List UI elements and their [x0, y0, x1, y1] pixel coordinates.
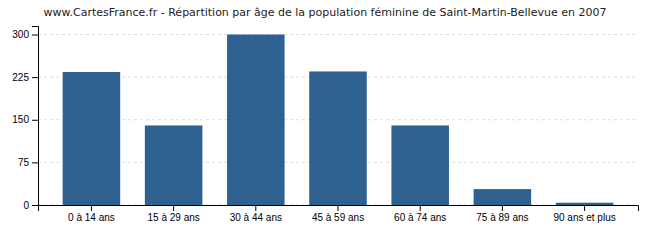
x-tick-label: 45 à 59 ans [312, 212, 364, 223]
y-tick-mark [32, 205, 38, 206]
x-axis: 0 à 14 ans 15 à 29 ans 30 à 44 ans 45 à 59 … [39, 205, 639, 223]
grid-line [38, 34, 638, 35]
x-tick-mark [584, 205, 585, 211]
x-tick-mark [173, 205, 174, 211]
x-tick-mark [255, 205, 256, 211]
y-tick-mark [32, 162, 38, 163]
bar [474, 189, 532, 205]
x-tick-label: 60 à 74 ans [394, 212, 446, 223]
y-tick: 150 [12, 114, 38, 125]
x-axis-line [39, 206, 639, 212]
x-tick-mark [338, 205, 339, 211]
chart-container: www.CartesFrance.fr - Répartition par âg… [0, 0, 650, 229]
y-axis-line [32, 27, 39, 206]
x-tick-mark [91, 205, 92, 211]
y-axis: 0 75 150 225 300 [12, 27, 38, 211]
x-tick: 60 à 74 ans [394, 205, 446, 223]
y-tick-label: 150 [12, 114, 29, 125]
x-tick: 90 ans et plus [553, 205, 615, 223]
x-tick: 15 à 29 ans [147, 205, 199, 223]
bar [391, 125, 449, 205]
y-tick: 225 [12, 72, 38, 83]
chart-svg: www.CartesFrance.fr - Répartition par âg… [0, 0, 650, 229]
bar [145, 125, 203, 205]
bar [309, 71, 367, 205]
grid [38, 35, 638, 205]
y-tick: 300 [12, 29, 38, 40]
x-tick-label: 0 à 14 ans [68, 212, 115, 223]
y-tick: 0 [23, 200, 38, 211]
y-tick-mark [32, 35, 38, 36]
y-tick-label: 300 [12, 29, 29, 40]
x-tick-label: 75 à 89 ans [476, 212, 528, 223]
bar [556, 203, 614, 205]
x-tick: 75 à 89 ans [476, 205, 528, 223]
y-tick-label: 0 [23, 200, 29, 211]
y-tick: 75 [18, 157, 38, 168]
x-tick-label: 15 à 29 ans [147, 212, 199, 223]
x-tick-label: 30 à 44 ans [230, 212, 282, 223]
y-tick-mark [32, 77, 38, 78]
plot-area: 0 à 14 ans 15 à 29 ans 30 à 44 ans 45 à 59 … [12, 27, 638, 224]
x-tick: 30 à 44 ans [230, 205, 282, 223]
chart-title: www.CartesFrance.fr - Répartition par âg… [44, 6, 607, 19]
x-tick: 45 à 59 ans [312, 205, 364, 223]
y-tick-mark [32, 120, 38, 121]
y-tick-label: 75 [18, 157, 30, 168]
bars [63, 35, 614, 205]
x-tick: 0 à 14 ans [68, 205, 115, 223]
y-tick-label: 225 [12, 72, 29, 83]
x-tick-label: 90 ans et plus [553, 212, 615, 223]
bar [63, 72, 121, 205]
x-tick-mark [502, 205, 503, 211]
x-tick-mark [420, 205, 421, 211]
bar [227, 35, 285, 205]
